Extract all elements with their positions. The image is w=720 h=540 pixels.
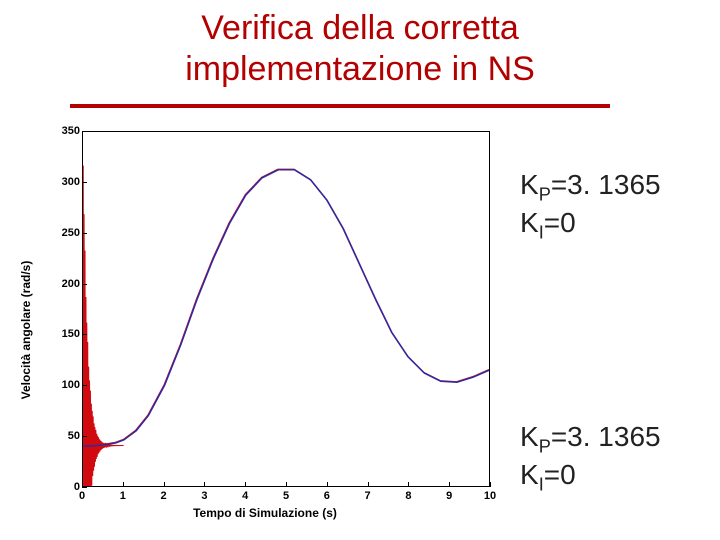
x-tick-mark <box>245 482 246 487</box>
chart-container: Velocità angolare (rad/s) Tempo di Simul… <box>30 125 500 520</box>
title-line2: implementazione in NS <box>185 50 535 88</box>
x-tick-label: 2 <box>161 490 167 502</box>
x-tick-label: 4 <box>242 490 248 502</box>
transient-curve <box>83 166 124 486</box>
x-tick-label: 10 <box>484 490 496 502</box>
x-tick-mark <box>286 482 287 487</box>
x-tick-label: 1 <box>120 490 126 502</box>
main-curve-blue <box>83 170 489 446</box>
ki-line: KI=0 <box>520 458 661 496</box>
ki-line: KI=0 <box>520 206 661 244</box>
y-tick-mark <box>82 385 87 386</box>
y-tick-mark <box>82 233 87 234</box>
x-tick-mark <box>164 482 165 487</box>
y-tick-label: 50 <box>58 430 80 442</box>
x-tick-label: 3 <box>201 490 207 502</box>
x-tick-mark <box>327 482 328 487</box>
y-tick-mark <box>82 131 87 132</box>
title-line1: Verifica della corretta <box>201 9 519 47</box>
y-axis-label: Velocità angolare (rad/s) <box>19 260 33 399</box>
y-tick-mark <box>82 334 87 335</box>
kp-line: KP=3. 1365 <box>520 168 661 206</box>
x-tick-mark <box>490 482 491 487</box>
y-tick-label: 200 <box>58 278 80 290</box>
title-underline <box>70 104 610 108</box>
x-tick-label: 8 <box>405 490 411 502</box>
y-tick-label: 100 <box>58 379 80 391</box>
x-tick-label: 7 <box>365 490 371 502</box>
y-tick-label: 250 <box>58 227 80 239</box>
y-tick-mark <box>82 284 87 285</box>
x-axis-label: Tempo di Simulazione (s) <box>193 506 337 520</box>
kp-line: KP=3. 1365 <box>520 420 661 458</box>
main-curve-red <box>83 169 489 445</box>
parameter-annotation: KP=3. 1365KI=0 <box>520 420 661 497</box>
y-tick-mark <box>82 487 87 488</box>
x-tick-mark <box>408 482 409 487</box>
y-tick-mark <box>82 436 87 437</box>
x-tick-mark <box>204 482 205 487</box>
parameter-annotation: KP=3. 1365KI=0 <box>520 168 661 245</box>
x-tick-mark <box>82 482 83 487</box>
x-tick-label: 5 <box>283 490 289 502</box>
x-tick-label: 0 <box>79 490 85 502</box>
x-tick-mark <box>368 482 369 487</box>
y-tick-label: 300 <box>58 176 80 188</box>
x-tick-label: 6 <box>324 490 330 502</box>
y-tick-label: 150 <box>58 328 80 340</box>
plot-area <box>82 131 490 487</box>
page-title: Verifica della corretta implementazione … <box>185 8 535 90</box>
y-tick-mark <box>82 182 87 183</box>
x-tick-mark <box>449 482 450 487</box>
y-tick-label: 350 <box>58 125 80 137</box>
chart-svg <box>83 132 489 486</box>
x-tick-mark <box>123 482 124 487</box>
y-tick-label: 0 <box>58 481 80 493</box>
x-tick-label: 9 <box>446 490 452 502</box>
